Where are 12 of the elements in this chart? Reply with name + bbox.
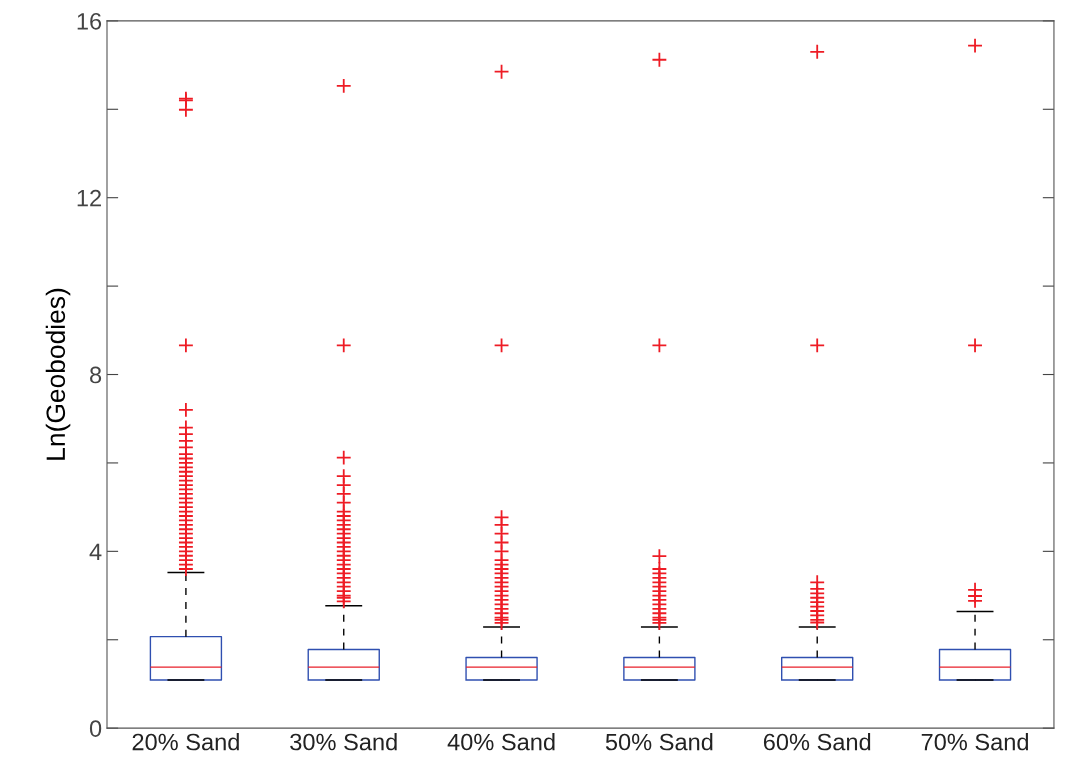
x-tick-label: 60% Sand <box>763 733 871 751</box>
y-axis-title: Ln(Geobodies) <box>45 288 71 460</box>
x-tick-label: 30% Sand <box>290 733 397 751</box>
x-tick-label: 20% Sand <box>132 733 239 751</box>
y-tick-label: 4 <box>89 543 102 560</box>
y-tick-label: 16 <box>77 12 102 30</box>
x-tick-label: 40% Sand <box>447 733 555 751</box>
y-tick-label: 12 <box>77 189 101 207</box>
y-tick-label: 0 <box>89 720 102 737</box>
x-tick-label: 50% Sand <box>605 733 713 751</box>
y-tick-label: 8 <box>90 366 102 384</box>
x-tick-label: 70% Sand <box>921 733 1028 751</box>
